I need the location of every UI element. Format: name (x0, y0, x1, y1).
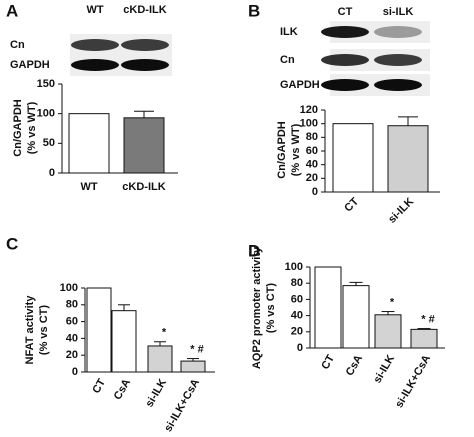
x-tick-label: CT (90, 377, 108, 396)
bar (68, 113, 110, 174)
x-tick-label: CT (319, 353, 337, 372)
lane-label: WT (86, 4, 103, 16)
y-axis-label: (% vs WT) (290, 123, 302, 176)
y-tick-label: 20 (291, 326, 303, 338)
blot-band (121, 39, 169, 51)
y-tick-label: 120 (300, 104, 318, 116)
y-tick-label: 0 (297, 342, 303, 354)
blot-band (374, 54, 422, 66)
lane-label: cKD-ILK (123, 4, 166, 16)
row-label: GAPDH (10, 59, 50, 71)
x-tick-label: si-ILK+CsA (393, 353, 433, 410)
blot-strip (330, 21, 430, 43)
x-tick-label: WT (80, 181, 97, 193)
y-tick-label: 40 (66, 332, 78, 344)
x-tick-label: CT (342, 195, 361, 214)
blot-band (71, 39, 119, 51)
bar (314, 266, 342, 349)
y-axis-label: AQP2 promoter activity (251, 246, 263, 369)
y-tick-label: 60 (66, 316, 78, 328)
y-tick-label: 80 (306, 131, 318, 143)
y-axis-label: NFAT activity (24, 295, 36, 365)
row-label: ILK (280, 26, 298, 38)
y-tick-label: 0 (49, 167, 55, 179)
bar (111, 310, 137, 373)
y-tick-label: 80 (291, 277, 303, 289)
bar (387, 125, 429, 193)
x-tick-label: CsA (112, 377, 133, 402)
bar (180, 360, 206, 373)
x-tick-label: si-ILK+CsA (162, 377, 202, 432)
y-tick-label: 50 (43, 137, 55, 149)
bar (86, 287, 112, 373)
y-tick-label: 0 (312, 186, 318, 198)
y-tick-label: 150 (37, 78, 55, 90)
x-tick-label: CsA (344, 353, 365, 378)
y-axis-label: (% vs WT) (26, 101, 38, 154)
y-tick-label: 100 (60, 282, 78, 294)
lane-label: si-ILK (383, 6, 414, 18)
bar (374, 314, 402, 349)
blot-band (121, 59, 169, 71)
y-tick-label: 60 (291, 293, 303, 305)
panel-label: C (6, 234, 18, 253)
panel-label: D (248, 241, 260, 260)
row-label: Cn (10, 39, 25, 51)
y-tick-label: 40 (306, 159, 318, 171)
y-tick-label: 0 (72, 366, 78, 378)
y-axis-label: (% vs CT) (265, 283, 277, 333)
row-label: Cn (280, 54, 295, 66)
y-tick-label: 20 (306, 172, 318, 184)
blot-band (374, 79, 422, 91)
blot-band (71, 59, 119, 71)
y-tick-label: 100 (285, 261, 303, 273)
bar (147, 345, 173, 373)
x-tick-label: cKD-ILK (122, 181, 165, 193)
y-axis-label: (% vs CT) (38, 305, 50, 355)
y-tick-label: 80 (66, 299, 78, 311)
blot-band (321, 26, 369, 38)
x-tick-label: si-ILK (386, 196, 416, 226)
y-axis-label: Cn/GAPDH (12, 99, 24, 157)
y-tick-label: 20 (66, 349, 78, 361)
annotation: * # (421, 313, 434, 325)
annotation: * (390, 296, 395, 308)
y-tick-label: 60 (306, 145, 318, 157)
annotation: * # (190, 343, 203, 355)
y-tick-label: 100 (37, 108, 55, 120)
bar (342, 285, 370, 349)
x-tick-label: si-ILK (143, 377, 169, 410)
row-label: GAPDH (280, 79, 320, 91)
panel-label: A (6, 1, 18, 20)
y-tick-label: 40 (291, 310, 303, 322)
blot-band (374, 26, 422, 38)
blot-band (321, 79, 369, 91)
bar (332, 123, 374, 193)
panel-label: B (248, 1, 260, 20)
bar (410, 328, 438, 349)
y-tick-label: 100 (300, 118, 318, 130)
annotation: * (162, 327, 167, 339)
lane-label: CT (338, 6, 353, 18)
x-tick-label: si-ILK (371, 353, 397, 386)
bar (123, 117, 165, 174)
blot-band (321, 54, 369, 66)
y-axis-label: Cn/GAPDH (276, 121, 288, 179)
